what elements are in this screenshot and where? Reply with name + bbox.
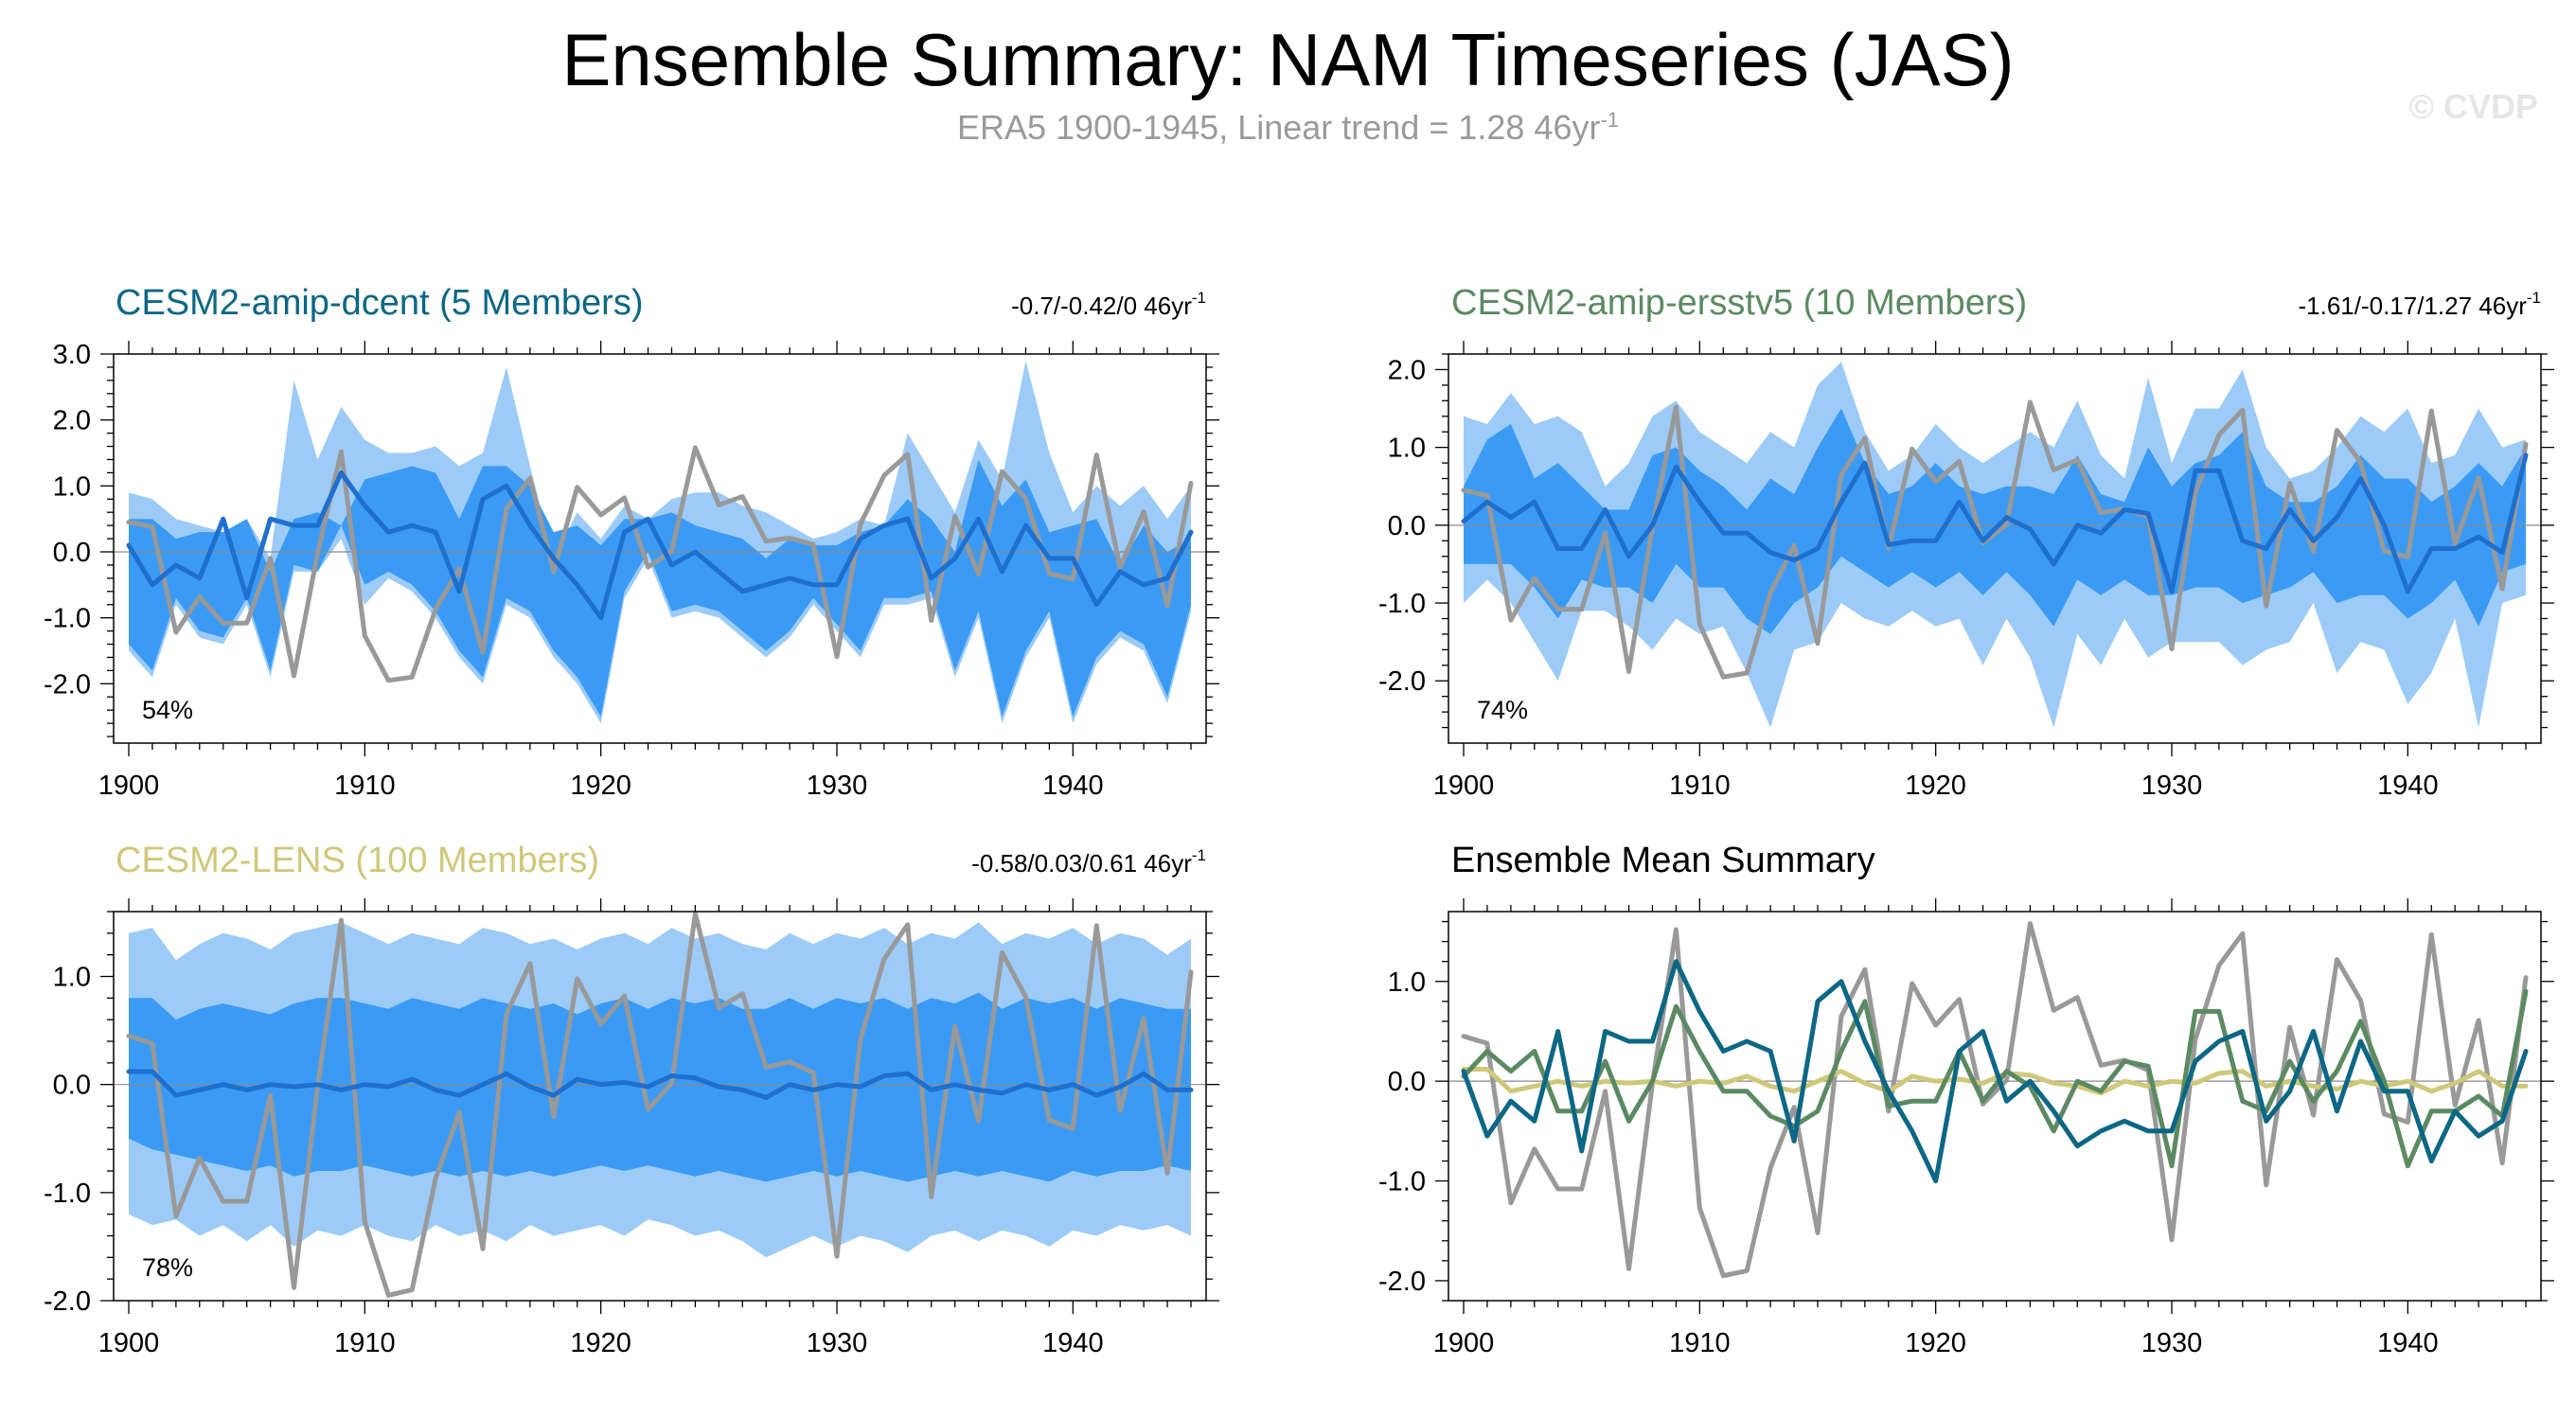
page-subtitle: ERA5 1900-1945, Linear trend = 1.28 46yr… (0, 108, 2576, 148)
y-tick-label: 2.0 (53, 406, 91, 436)
plot-area (1448, 912, 2541, 1301)
panel-title: Ensemble Mean Summary (1451, 841, 1875, 880)
obs-line-era5 (126, 911, 1194, 1298)
panel-4: 1900 1910 1920 1930 1940 -2.0 -1.0 0.0 1.0 Ensemb… (1378, 841, 2554, 1358)
x-tick-label: 1930 (807, 771, 868, 801)
panel-trend: -0.7/-0.42/0 46yr-1 (1011, 289, 1206, 320)
panel-trend: -1.61/-0.17/1.27 46yr-1 (2298, 289, 2541, 320)
panel-1: 1900 1910 1920 1930 1940 -2.0 -1.0 0.0 1.0 2.0 3.0… (44, 283, 1219, 801)
obs-line-era5 (1461, 399, 2529, 680)
obs-line-era5 (126, 445, 1194, 683)
percent-label: 74% (1477, 696, 1528, 724)
y-tick-label: 3.0 (53, 340, 91, 370)
y-tick-label: -1.0 (1378, 589, 1426, 619)
y-tick-label: 1.0 (1388, 434, 1426, 464)
x-tick-label: 1910 (334, 771, 396, 801)
x-tick-label: 1940 (1042, 771, 1104, 801)
series-line-era5 (1461, 921, 2529, 1279)
y-tick-label: 1.0 (53, 471, 91, 502)
x-tick-label: 1930 (2141, 1328, 2203, 1358)
panel-2: 1900 1910 1920 1930 1940 -2.0 -1.0 0.0 1.0 2.0 CES… (1378, 283, 2554, 801)
ensemble-mean-line (1461, 452, 2529, 594)
series-line-cesm2-amip-dcent (1461, 959, 2529, 1183)
y-tick-label: 1.0 (1388, 967, 1426, 998)
y-tick-label: -1.0 (44, 604, 91, 634)
x-tick-label: 1910 (1669, 771, 1731, 801)
panel-trend: -0.58/0.03/0.61 46yr-1 (971, 846, 1206, 878)
y-tick-label: 2.0 (1388, 355, 1426, 385)
plot-frame (1448, 911, 2542, 1302)
x-tick-label: 1900 (1433, 771, 1495, 801)
trend-value: -1.61/-0.17/1.27 46yr (2298, 292, 2527, 320)
plot-frame (1448, 353, 2542, 744)
subtitle-text: ERA5 1900-1945, Linear trend = 1.28 46yr (956, 108, 1601, 147)
x-tick-label: 1920 (570, 771, 631, 801)
plot-frame (113, 353, 1207, 744)
page-title: Ensemble Summary: NAM Timeseries (JAS) (561, 18, 2015, 101)
trend-unit-exponent: -1 (1192, 289, 1206, 307)
y-tick-label: -2.0 (44, 1286, 91, 1317)
y-tick-label: 0.0 (53, 1071, 91, 1101)
y-tick-label: 0.0 (53, 538, 91, 568)
y-tick-label: 1.0 (53, 963, 91, 993)
percent-label: 78% (142, 1253, 193, 1282)
series-line-cesm2-amip-ersstv5 (1461, 988, 2529, 1169)
x-tick-label: 1920 (570, 1328, 631, 1358)
x-tick-label: 1910 (1669, 1328, 1731, 1358)
x-tick-label: 1910 (334, 1328, 396, 1358)
panel-title: CESM2-amip-ersstv5 (10 Members) (1451, 283, 2027, 323)
x-tick-label: 1930 (2141, 771, 2203, 801)
subtitle-unit-exponent: -1 (1600, 108, 1620, 132)
percent-label: 54% (142, 696, 193, 724)
series-line-cesm2-lens (1461, 1067, 2529, 1096)
ensemble-mean-line (126, 470, 1194, 621)
x-tick-label: 1900 (98, 771, 160, 801)
panel-title: CESM2-LENS (100 Members) (115, 841, 599, 880)
panel-3: 1900 1910 1920 1930 1940 -2.0 -1.0 0.0 1.0 CESM2-… (44, 841, 1219, 1358)
x-tick-label: 1920 (1905, 771, 1966, 801)
x-tick-label: 1920 (1905, 1328, 1966, 1358)
x-tick-label: 1930 (807, 1328, 868, 1358)
y-tick-label: -2.0 (1378, 666, 1426, 697)
ensemble-mean-line (126, 1069, 1194, 1100)
inner-range-band (129, 459, 1191, 718)
x-tick-label: 1900 (1433, 1328, 1495, 1358)
y-tick-label: -2.0 (1378, 1267, 1426, 1297)
trend-unit-exponent: -1 (2527, 289, 2541, 307)
y-tick-label: -2.0 (44, 669, 91, 700)
inner-range-band (1464, 408, 2526, 634)
y-tick-label: -1.0 (44, 1179, 91, 1209)
watermark: © CVDP (2408, 87, 2538, 126)
x-tick-label: 1940 (1042, 1328, 1104, 1358)
x-tick-label: 1900 (98, 1328, 160, 1358)
y-tick-label: 0.0 (1388, 511, 1426, 541)
x-tick-label: 1940 (2377, 771, 2439, 801)
trend-value: -0.58/0.03/0.61 46yr (971, 849, 1192, 878)
y-tick-label: -1.0 (1378, 1167, 1426, 1197)
y-tick-label: 0.0 (1388, 1067, 1426, 1097)
trend-value: -0.7/-0.42/0 46yr (1011, 292, 1192, 320)
x-tick-label: 1940 (2377, 1328, 2439, 1358)
trend-unit-exponent: -1 (1192, 846, 1206, 864)
panel-title: CESM2-amip-dcent (5 Members) (115, 283, 643, 323)
